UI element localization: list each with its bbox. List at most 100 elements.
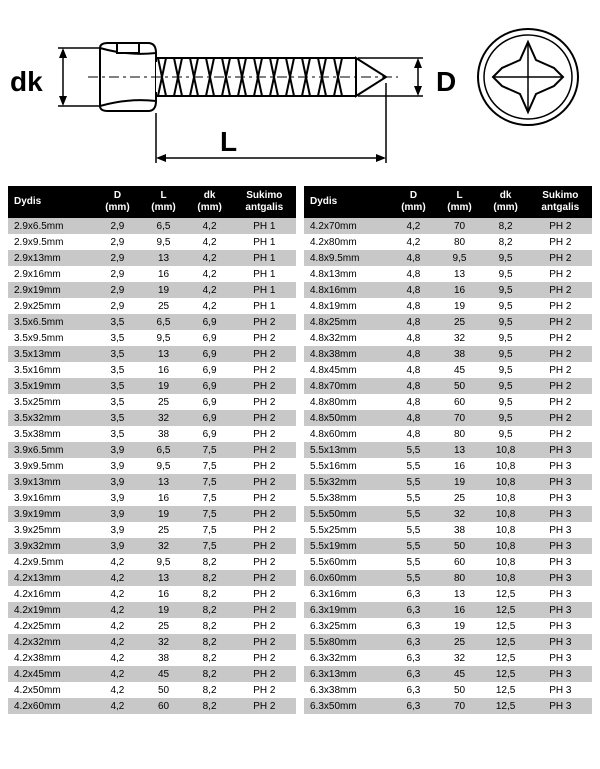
table-cell: 4.8x38mm <box>304 346 390 362</box>
table-cell: 4.2x80mm <box>304 234 390 250</box>
table-row: 4.2x32mm4,2328,2PH 2 <box>8 634 296 650</box>
table-cell: 3.9x32mm <box>8 538 94 554</box>
table-cell: 7,5 <box>187 458 233 474</box>
table-cell: 4,8 <box>390 362 436 378</box>
table-cell: 3.9x9.5mm <box>8 458 94 474</box>
table-cell: 5,5 <box>390 538 436 554</box>
table-cell: PH 3 <box>529 650 592 666</box>
table-cell: 3.5x6.5mm <box>8 314 94 330</box>
table-cell: 5.5x38mm <box>304 490 390 506</box>
table-cell: PH 3 <box>529 506 592 522</box>
table-cell: PH 2 <box>233 394 296 410</box>
table-row: 2.9x19mm2,9194,2PH 1 <box>8 282 296 298</box>
table-row: 3.5x25mm3,5256,9PH 2 <box>8 394 296 410</box>
table-cell: 10,8 <box>483 490 529 506</box>
table-row: 4.8x13mm4,8139,5PH 2 <box>304 266 592 282</box>
table-cell: 25 <box>436 490 482 506</box>
table-cell: 4.2x32mm <box>8 634 94 650</box>
table-row: 5.5x13mm5,51310,8PH 3 <box>304 442 592 458</box>
table-cell: 4.8x13mm <box>304 266 390 282</box>
table-cell: 3,9 <box>94 538 140 554</box>
table-cell: 4,8 <box>390 266 436 282</box>
table-cell: 3.5x32mm <box>8 410 94 426</box>
table-cell: 3.9x13mm <box>8 474 94 490</box>
size-table-left: DydisD(mm)L(mm)dk(mm)Sukimoantgalis2.9x6… <box>8 186 296 714</box>
table-cell: 8,2 <box>187 682 233 698</box>
table-row: 4.2x38mm4,2388,2PH 2 <box>8 650 296 666</box>
table-cell: 4,2 <box>390 234 436 250</box>
table-cell: 6,9 <box>187 330 233 346</box>
table-cell: 13 <box>140 346 186 362</box>
table-row: 4.2x80mm4,2808,2PH 2 <box>304 234 592 250</box>
table-cell: 6,9 <box>187 362 233 378</box>
table-cell: 2.9x9.5mm <box>8 234 94 250</box>
table-cell: 4.8x25mm <box>304 314 390 330</box>
table-cell: 5.5x80mm <box>304 634 390 650</box>
table-cell: 6,9 <box>187 314 233 330</box>
table-row: 5.5x32mm5,51910,8PH 3 <box>304 474 592 490</box>
table-cell: PH 2 <box>233 506 296 522</box>
table-cell: 12,5 <box>483 666 529 682</box>
table-cell: PH 3 <box>529 586 592 602</box>
table-cell: 9,5 <box>436 250 482 266</box>
table-cell: 8,2 <box>483 218 529 234</box>
table-cell: 2.9x6.5mm <box>8 218 94 234</box>
table-cell: 3.5x16mm <box>8 362 94 378</box>
table-cell: 16 <box>436 602 482 618</box>
table-cell: PH 1 <box>233 234 296 250</box>
table-cell: 16 <box>436 282 482 298</box>
table-cell: 38 <box>140 426 186 442</box>
table-cell: PH 3 <box>529 634 592 650</box>
table-cell: PH 2 <box>529 250 592 266</box>
table-cell: 4,8 <box>390 250 436 266</box>
table-row: 4.2x45mm4,2458,2PH 2 <box>8 666 296 682</box>
table-cell: 3.9x6.5mm <box>8 442 94 458</box>
table-cell: 4.8x60mm <box>304 426 390 442</box>
table-cell: 3.9x19mm <box>8 506 94 522</box>
table-cell: PH 2 <box>529 410 592 426</box>
table-row: 6.0x60mm5,58010,8PH 3 <box>304 570 592 586</box>
table-cell: 4.2x13mm <box>8 570 94 586</box>
table-row: 3.9x19mm3,9197,5PH 2 <box>8 506 296 522</box>
table-cell: 4.2x70mm <box>304 218 390 234</box>
table-cell: 4,2 <box>94 586 140 602</box>
table-cell: 8,2 <box>187 554 233 570</box>
table-cell: 19 <box>436 474 482 490</box>
table-cell: 5.5x16mm <box>304 458 390 474</box>
table-row: 2.9x13mm2,9134,2PH 1 <box>8 250 296 266</box>
table-cell: 32 <box>140 538 186 554</box>
table-cell: 19 <box>140 282 186 298</box>
table-cell: 9,5 <box>483 250 529 266</box>
table-cell: 2.9x13mm <box>8 250 94 266</box>
table-cell: PH 2 <box>233 634 296 650</box>
table-cell: PH 2 <box>529 330 592 346</box>
table-cell: 4,2 <box>94 650 140 666</box>
table-cell: 9,5 <box>483 426 529 442</box>
table-row: 3.5x6.5mm3,56,56,9PH 2 <box>8 314 296 330</box>
table-row: 5.5x38mm5,52510,8PH 3 <box>304 490 592 506</box>
table-cell: 4.8x50mm <box>304 410 390 426</box>
table-cell: 4,2 <box>187 234 233 250</box>
table-row: 3.9x16mm3,9167,5PH 2 <box>8 490 296 506</box>
table-cell: 5,5 <box>390 506 436 522</box>
table-cell: 3,9 <box>94 506 140 522</box>
table-cell: PH 2 <box>233 522 296 538</box>
table-row: 5.5x50mm5,53210,8PH 3 <box>304 506 592 522</box>
table-cell: 4,8 <box>390 346 436 362</box>
table-cell: 32 <box>436 330 482 346</box>
table-cell: 8,2 <box>187 570 233 586</box>
table-row: 4.2x19mm4,2198,2PH 2 <box>8 602 296 618</box>
table-cell: 4,2 <box>94 554 140 570</box>
table-row: 4.8x9.5mm4,89,59,5PH 2 <box>304 250 592 266</box>
table-cell: 19 <box>436 618 482 634</box>
table-cell: 4,8 <box>390 410 436 426</box>
table-row: 6.3x32mm6,33212,5PH 3 <box>304 650 592 666</box>
table-row: 6.3x13mm6,34512,5PH 3 <box>304 666 592 682</box>
table-cell: 6,5 <box>140 314 186 330</box>
table-cell: 4.2x45mm <box>8 666 94 682</box>
table-cell: 45 <box>436 362 482 378</box>
table-cell: PH 1 <box>233 250 296 266</box>
table-cell: PH 1 <box>233 298 296 314</box>
table-cell: 9,5 <box>483 410 529 426</box>
table-cell: 4.2x9.5mm <box>8 554 94 570</box>
